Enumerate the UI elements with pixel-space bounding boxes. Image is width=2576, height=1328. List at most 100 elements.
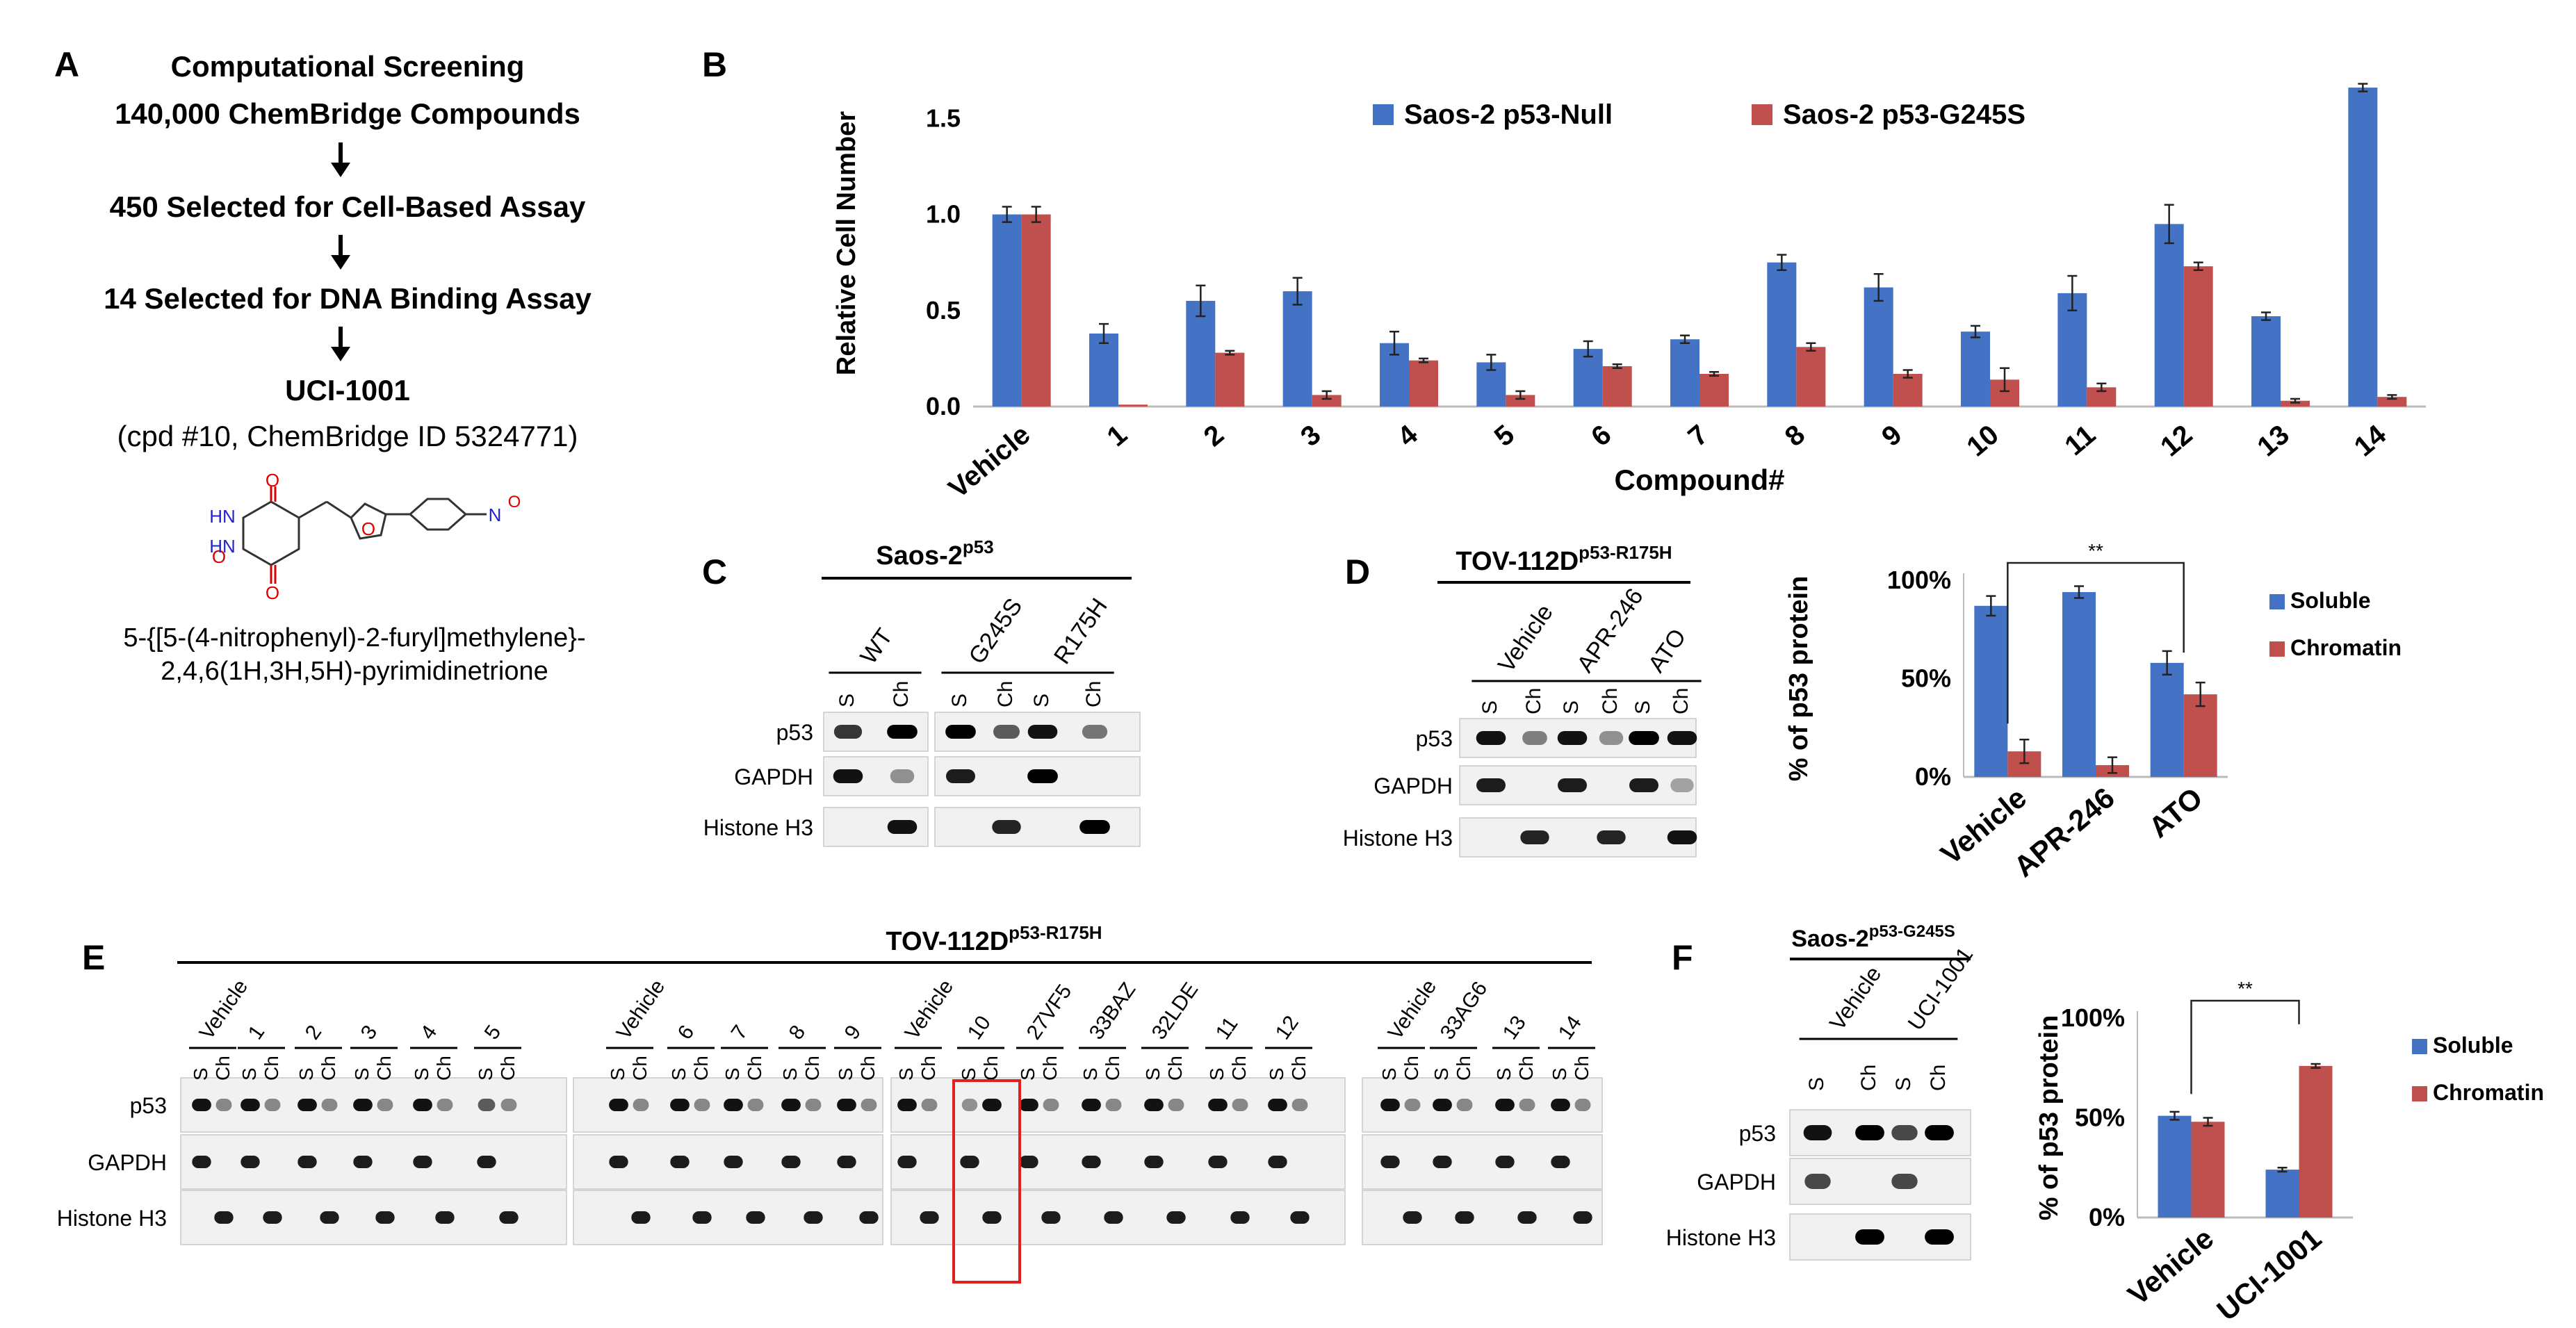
- blot-lane-label: Ch: [690, 1056, 712, 1081]
- blot-group-label: 9: [840, 1021, 866, 1044]
- x-tick-label: Vehicle: [2121, 1222, 2219, 1311]
- blot-band: [1574, 1099, 1591, 1111]
- blot-lane-label: S: [607, 1067, 628, 1081]
- blot-lane-label: S: [475, 1067, 496, 1081]
- panel-a-letter: A: [54, 45, 79, 84]
- x-tick-label: ATO: [2142, 781, 2208, 844]
- blot-lane-label: Ch: [1453, 1056, 1474, 1081]
- blot-band: [1380, 1099, 1400, 1111]
- blot-band: [1551, 1156, 1570, 1168]
- y-tick-label: 1.5: [926, 104, 961, 132]
- blot-group-label: 33AG6: [1436, 978, 1492, 1044]
- legend-label: Soluble: [2290, 588, 2371, 613]
- blot-row-label: Histone H3: [1666, 1225, 1776, 1250]
- y-tick-label: 100%: [2061, 1003, 2125, 1032]
- panel-a-compound-id: (cpd #10, ChemBridge ID 5324771): [117, 420, 578, 452]
- blot-band: [1476, 778, 1506, 792]
- blot-band: [500, 1099, 517, 1111]
- blot-band: [1290, 1211, 1310, 1224]
- blot-band: [1043, 1099, 1059, 1111]
- blot-row-label: Histone H3: [703, 815, 813, 840]
- atom-o-top: O: [266, 470, 279, 491]
- blot-band: [609, 1156, 628, 1168]
- y-tick-label: 0.5: [926, 296, 961, 325]
- blot-band: [982, 1211, 1002, 1224]
- blot-band: [1599, 731, 1624, 745]
- blot-group-label: 27VF5: [1022, 981, 1077, 1044]
- blot-band: [887, 725, 918, 739]
- blot-band: [781, 1099, 801, 1111]
- blot-band: [960, 1156, 979, 1168]
- blot-band: [1667, 731, 1697, 745]
- blot-band: [1433, 1099, 1452, 1111]
- atom-o-left: O: [212, 546, 226, 567]
- blot-group-label: Vehicle: [901, 976, 959, 1044]
- blot-lane-label: Ch: [497, 1056, 519, 1081]
- x-tick-label: 4: [1392, 419, 1424, 452]
- blot-band: [241, 1099, 260, 1111]
- panel-e-letter: E: [82, 938, 105, 977]
- blot-band: [1403, 1211, 1422, 1224]
- blot-band: [1144, 1099, 1164, 1111]
- y-tick-label: 50%: [2075, 1104, 2125, 1132]
- blot-lane-label: S: [722, 1067, 743, 1081]
- blot-band: [1041, 1211, 1061, 1224]
- blot-band: [1522, 731, 1547, 745]
- blot-lane-label: S: [1430, 1067, 1452, 1081]
- blot-lane-label: S: [238, 1067, 260, 1081]
- bar: [2348, 88, 2378, 407]
- x-tick-label: 8: [1779, 419, 1811, 452]
- blot-band: [1144, 1156, 1164, 1168]
- blot-band: [747, 1099, 764, 1111]
- bar: [2158, 1115, 2192, 1218]
- panel-c: C Saos-2p53 p53 GAPDH Histone H3 WT S Ch G245S…: [702, 536, 1141, 847]
- legend-swatch: [2412, 1086, 2427, 1101]
- blot-lane-label: Ch: [801, 1056, 823, 1081]
- blot-lane-label: S: [895, 1067, 917, 1081]
- blot-group-label: 12: [1271, 1012, 1303, 1044]
- blot-group-label: 11: [1212, 1013, 1243, 1044]
- blot-band: [437, 1099, 453, 1111]
- blot-band: [1629, 731, 1659, 745]
- x-tick-label: 5: [1489, 419, 1520, 452]
- blot-band: [746, 1211, 765, 1224]
- blot-lane-label: Ch: [1522, 688, 1545, 714]
- blot-group-label: ATO: [1643, 624, 1691, 677]
- bar: [1186, 300, 1216, 407]
- blot-band: [1804, 1174, 1831, 1189]
- y-tick-label: 0%: [1915, 762, 1951, 791]
- legend-label: Saos-2 p53-G245S: [1783, 99, 2025, 130]
- blot-lane-label: Ch: [918, 1056, 939, 1081]
- x-tick-label: 13: [2251, 419, 2294, 462]
- blot-band: [1495, 1156, 1515, 1168]
- blot-band: [192, 1156, 211, 1168]
- blot-lane-label: S: [190, 1067, 211, 1081]
- x-tick-label: 12: [2155, 419, 2198, 462]
- blot-band: [353, 1156, 373, 1168]
- blot-band: [1380, 1156, 1400, 1168]
- blot-membrane: [180, 1077, 567, 1133]
- blot-lane-label: S: [411, 1067, 432, 1081]
- blot-lane-label: S: [1892, 1077, 1915, 1091]
- blot-group-label: 3: [357, 1021, 382, 1044]
- bar: [1796, 347, 1826, 407]
- legend-swatch: [1373, 104, 1394, 125]
- blot-band: [1019, 1156, 1038, 1168]
- bar: [1573, 349, 1603, 407]
- blot-band: [805, 1099, 822, 1111]
- bar: [1282, 291, 1312, 407]
- blot-band: [1455, 1211, 1474, 1224]
- blot-band: [1456, 1099, 1473, 1111]
- x-tick-label: UCI-1001: [2210, 1222, 2327, 1327]
- blot-band: [1433, 1156, 1452, 1168]
- blot-band: [263, 1211, 282, 1224]
- bar: [2057, 293, 2087, 407]
- blot-band: [1208, 1099, 1228, 1111]
- blot-band: [1597, 830, 1626, 844]
- blot-band: [1517, 1211, 1537, 1224]
- blot-lane-label: S: [1142, 1067, 1164, 1081]
